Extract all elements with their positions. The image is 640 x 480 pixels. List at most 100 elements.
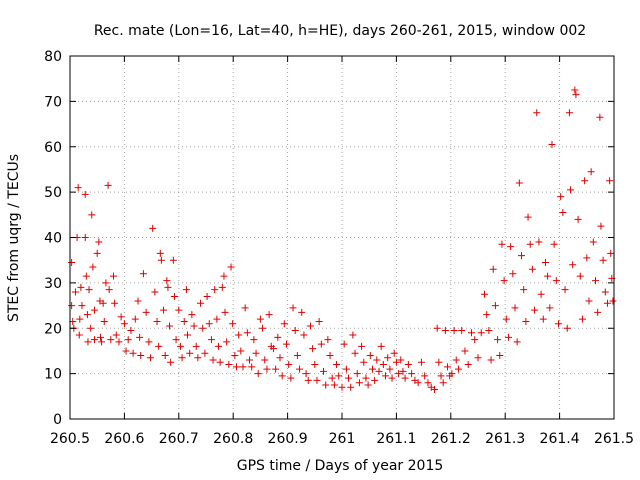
data-point	[261, 356, 269, 364]
data-point	[223, 338, 231, 346]
data-point	[213, 315, 221, 323]
data-point	[235, 331, 243, 339]
data-point	[160, 306, 168, 314]
data-point	[252, 349, 260, 357]
data-point	[441, 327, 449, 335]
data-point	[535, 238, 543, 246]
data-point	[285, 361, 293, 369]
data-point	[464, 361, 472, 369]
data-point	[211, 286, 219, 294]
data-point	[111, 299, 119, 307]
data-point	[78, 302, 86, 310]
data-point	[578, 315, 586, 323]
data-point	[496, 351, 504, 359]
data-point	[302, 370, 310, 378]
data-point	[137, 351, 145, 359]
data-point	[75, 331, 83, 339]
data-point	[603, 299, 611, 307]
data-point	[565, 109, 573, 117]
data-point	[585, 297, 593, 305]
data-point	[349, 331, 357, 339]
data-point	[507, 243, 515, 251]
data-point	[392, 358, 400, 366]
data-point	[528, 265, 536, 273]
data-point	[182, 286, 190, 294]
data-point	[178, 354, 186, 362]
data-point	[215, 342, 223, 350]
data-point	[589, 238, 597, 246]
data-point	[362, 374, 370, 382]
data-point	[194, 354, 202, 362]
data-point	[491, 302, 499, 310]
data-point	[526, 240, 534, 248]
data-point	[296, 365, 304, 373]
data-point	[102, 279, 110, 287]
data-point	[546, 304, 554, 312]
data-point	[241, 304, 249, 312]
y-tick-label: 30	[44, 276, 62, 292]
data-point	[382, 372, 390, 380]
data-point	[147, 354, 155, 362]
data-point	[345, 374, 353, 382]
data-point	[263, 365, 271, 373]
data-point	[81, 190, 89, 198]
data-point	[145, 338, 153, 346]
data-point	[561, 286, 569, 294]
data-point	[601, 288, 609, 296]
data-point	[485, 327, 493, 335]
data-point	[572, 91, 580, 99]
data-point	[483, 311, 491, 319]
data-point	[272, 365, 280, 373]
x-tick-label: 260.8	[213, 431, 253, 447]
data-point	[566, 186, 574, 194]
x-tick-label: 261.1	[376, 431, 416, 447]
data-point	[541, 258, 549, 266]
data-point	[571, 86, 579, 94]
data-point	[424, 379, 432, 387]
data-point	[437, 372, 445, 380]
x-tick-label: 260.6	[104, 431, 144, 447]
data-point	[421, 372, 429, 380]
data-point	[309, 345, 317, 353]
data-point	[397, 356, 405, 364]
data-point	[313, 376, 321, 384]
data-point	[129, 349, 137, 357]
data-point	[95, 238, 103, 246]
data-point	[520, 286, 528, 294]
data-point	[298, 308, 306, 316]
data-point	[124, 336, 132, 344]
data-point	[524, 213, 532, 221]
y-tick-label: 60	[44, 140, 62, 156]
data-point	[149, 224, 157, 232]
data-point	[537, 290, 545, 298]
y-axis-label: STEC from uqrg / TECUs	[6, 154, 22, 322]
data-point	[225, 361, 233, 369]
data-point	[192, 342, 200, 350]
data-point	[172, 336, 180, 344]
data-point	[205, 320, 213, 328]
data-point	[256, 315, 264, 323]
data-point	[232, 363, 240, 371]
data-point	[89, 263, 97, 271]
data-point	[134, 297, 142, 305]
x-tick-label: 260.5	[50, 431, 90, 447]
data-point	[153, 317, 161, 325]
data-point	[243, 329, 251, 337]
data-point	[87, 324, 95, 332]
data-point	[489, 265, 497, 273]
data-point	[283, 340, 291, 348]
data-point	[548, 140, 556, 148]
data-point	[93, 249, 101, 257]
data-point	[122, 347, 130, 355]
data-point	[163, 277, 171, 285]
data-point	[544, 272, 552, 280]
data-point	[433, 324, 441, 332]
data-point	[373, 356, 381, 364]
data-point	[278, 372, 286, 380]
data-point	[77, 283, 85, 291]
x-tick-label: 261.4	[540, 431, 580, 447]
data-point	[452, 356, 460, 364]
data-point	[231, 351, 239, 359]
data-point	[395, 370, 403, 378]
